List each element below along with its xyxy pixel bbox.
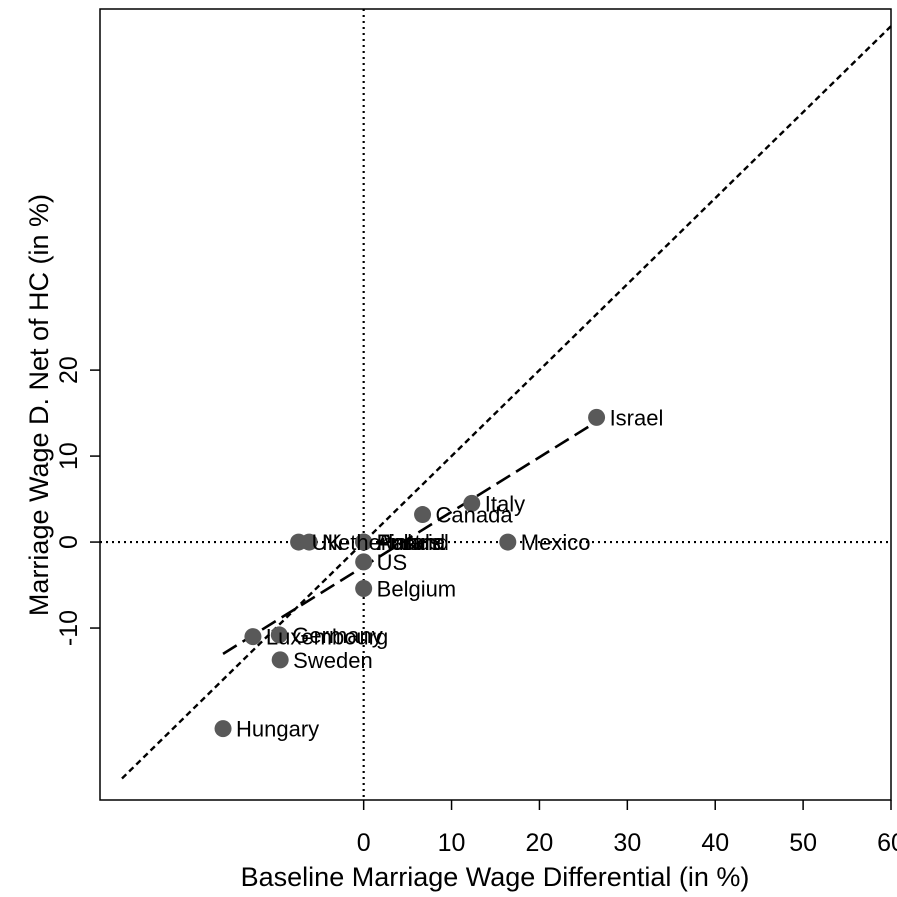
point-label: Luxembourg — [266, 625, 388, 650]
plot-area — [99, 8, 892, 801]
x-axis-title: Baseline Marriage Wage Differential (in … — [241, 862, 750, 892]
point-germany — [270, 626, 288, 644]
point-netherlands — [300, 533, 318, 551]
x-tick-label: 40 — [701, 829, 729, 857]
y-tick-label: 10 — [55, 442, 83, 470]
point-us — [355, 553, 373, 571]
reference-lines — [100, 9, 892, 800]
point-label: Hungary — [236, 717, 319, 742]
point-label: Israel — [610, 405, 664, 430]
x-tick-label: 0 — [357, 829, 371, 857]
x-tick-label: 30 — [613, 829, 641, 857]
point-label: Netherlands — [322, 530, 441, 555]
point-belgium — [355, 579, 373, 597]
point-label: Canada — [436, 503, 514, 528]
point-label: Mexico — [521, 530, 591, 555]
point-canada — [414, 506, 432, 524]
point-label: Belgium — [377, 576, 456, 601]
point-israel — [588, 408, 606, 426]
point-label: Poland — [377, 530, 446, 555]
point-sweden — [271, 651, 289, 669]
point-italy — [463, 494, 481, 512]
fit-line-layer — [222, 420, 598, 655]
x-axis-ticks: 0 10 20 30 40 50 60 — [357, 800, 897, 857]
point-mexico — [499, 533, 517, 551]
point-label: Italy — [485, 491, 525, 516]
y-tick-label: 20 — [55, 356, 83, 384]
fit-line — [222, 420, 598, 655]
point-label: Austria — [377, 530, 446, 555]
point-label: Germany — [292, 623, 382, 648]
point-label: US — [377, 550, 408, 575]
identity-line — [121, 25, 892, 780]
x-tick-label: 50 — [789, 829, 817, 857]
x-tick-label: 60 — [877, 829, 897, 857]
point-label: Finland — [377, 530, 449, 555]
y-tick-label: -10 — [55, 610, 83, 646]
point-label: Sweden — [293, 648, 373, 673]
point-label: UK — [312, 530, 343, 555]
x-tick-label: 10 — [438, 829, 466, 857]
y-axis-title: Marriage Wage D. Net of HC (in %) — [24, 194, 54, 616]
y-axis-ticks: -10 0 10 20 — [55, 356, 100, 646]
y-tick-label: 0 — [55, 535, 83, 549]
point-luxembourg — [244, 628, 262, 646]
x-tick-label: 20 — [526, 829, 554, 857]
point-hungary — [214, 720, 232, 738]
point-austria — [355, 533, 373, 551]
